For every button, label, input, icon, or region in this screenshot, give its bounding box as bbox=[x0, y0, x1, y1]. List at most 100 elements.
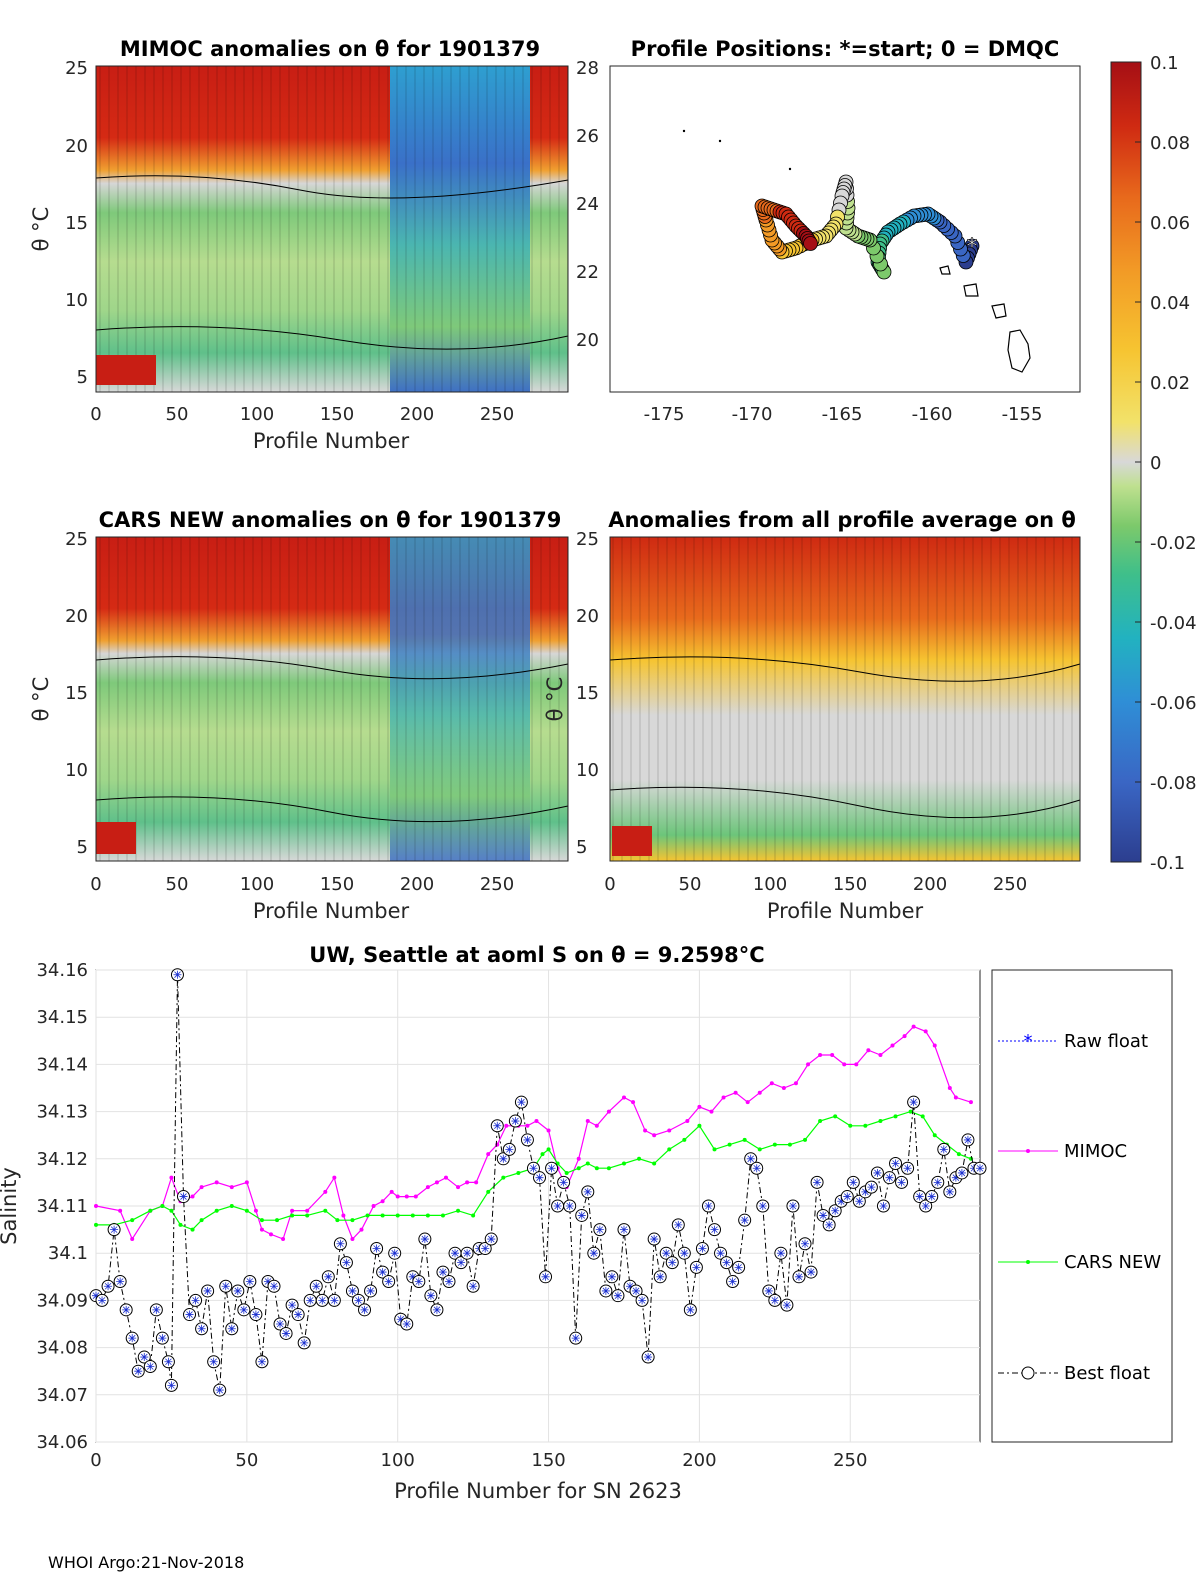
y-tick-label: 20 bbox=[65, 606, 88, 627]
series-point bbox=[769, 1081, 774, 1086]
y-tick-label: 34.16 bbox=[36, 960, 88, 981]
raw-float-point bbox=[613, 1291, 622, 1300]
raw-float-point bbox=[891, 1159, 900, 1168]
salinity-chart: UW, Seattle at aoml S on θ = 9.2598°C 0 5… bbox=[0, 943, 1173, 1503]
raw-float-point bbox=[414, 1277, 423, 1286]
series-point bbox=[413, 1194, 418, 1199]
series-point bbox=[504, 1123, 509, 1128]
raw-float-point bbox=[300, 1338, 309, 1347]
raw-float-point bbox=[752, 1164, 761, 1173]
raw-float-point bbox=[909, 1098, 918, 1107]
series-point bbox=[534, 1119, 539, 1124]
raw-float-point bbox=[98, 1296, 107, 1305]
y-axis-label: Salinity bbox=[0, 1167, 21, 1245]
raw-float-point bbox=[227, 1324, 236, 1333]
y-tick-label: 34.15 bbox=[36, 1007, 88, 1028]
series-point bbox=[214, 1180, 219, 1185]
raw-float-point bbox=[167, 1381, 176, 1390]
cars-heatmap-texture bbox=[96, 537, 568, 861]
raw-float-point bbox=[463, 1249, 472, 1258]
raw-float-point bbox=[517, 1098, 526, 1107]
series-point bbox=[456, 1208, 461, 1213]
raw-float-point bbox=[140, 1353, 149, 1362]
series-line bbox=[96, 1110, 972, 1231]
series-point bbox=[652, 1133, 657, 1138]
series-point bbox=[130, 1218, 135, 1223]
raw-float-point bbox=[638, 1296, 647, 1305]
raw-float-point bbox=[263, 1277, 272, 1286]
raw-float-point bbox=[104, 1282, 113, 1291]
series-point bbox=[546, 1128, 551, 1133]
x-tick-label: 50 bbox=[235, 1450, 258, 1471]
raw-float-point bbox=[698, 1244, 707, 1253]
raw-float-point bbox=[378, 1268, 387, 1277]
raw-float-point bbox=[469, 1282, 478, 1291]
series-point bbox=[118, 1208, 123, 1213]
series-point bbox=[606, 1166, 611, 1171]
raw-float-point bbox=[589, 1249, 598, 1258]
x-tick-label: 200 bbox=[400, 404, 434, 425]
raw-float-point bbox=[426, 1291, 435, 1300]
series-line bbox=[95, 1025, 972, 1241]
series-point bbox=[290, 1208, 295, 1213]
series-point bbox=[130, 1237, 135, 1242]
raw-float-point bbox=[209, 1357, 218, 1366]
x-tick-label: 250 bbox=[480, 404, 514, 425]
y-tick-label: 22 bbox=[576, 262, 599, 283]
raw-float-point bbox=[330, 1296, 339, 1305]
series-point bbox=[350, 1218, 355, 1223]
colorbar-tick-label: -0.08 bbox=[1150, 773, 1197, 794]
series-point bbox=[305, 1213, 310, 1218]
series-point bbox=[305, 1208, 310, 1213]
series-point bbox=[440, 1213, 445, 1218]
series-point bbox=[742, 1137, 747, 1142]
raw-float-point bbox=[716, 1249, 725, 1258]
series-point bbox=[199, 1185, 204, 1190]
series-point bbox=[389, 1189, 394, 1194]
raw-float-point bbox=[110, 1225, 119, 1234]
raw-float-point bbox=[758, 1202, 767, 1210]
x-tick-label: 150 bbox=[833, 874, 867, 895]
raw-float-point bbox=[650, 1235, 659, 1244]
series-point bbox=[893, 1114, 898, 1119]
raw-float-point bbox=[915, 1192, 924, 1201]
x-tick-label: 100 bbox=[753, 874, 787, 895]
mimoc-frame bbox=[95, 65, 569, 393]
series-point bbox=[953, 1095, 958, 1100]
mimoc-contour bbox=[95, 326, 569, 350]
raw-float-point bbox=[348, 1286, 357, 1295]
y-tick-label: 34.11 bbox=[36, 1196, 88, 1217]
start-marker-icon: * bbox=[967, 235, 978, 260]
legend: * Raw float MIMOC CARS NEW Best float bbox=[991, 969, 1173, 1443]
raw-float-point bbox=[794, 1272, 803, 1281]
series-point bbox=[712, 1147, 717, 1152]
series-point bbox=[697, 1123, 702, 1128]
raw-float-point bbox=[855, 1197, 864, 1206]
series-point bbox=[380, 1199, 385, 1204]
raw-float-point bbox=[173, 970, 182, 979]
series-point bbox=[474, 1180, 479, 1185]
y-tick-label: 34.09 bbox=[36, 1290, 88, 1311]
raw-float-point bbox=[656, 1272, 665, 1281]
x-tick-label: 250 bbox=[480, 874, 514, 895]
series-point bbox=[525, 1123, 530, 1128]
raw-float-point bbox=[233, 1286, 242, 1295]
series-point bbox=[486, 1189, 491, 1194]
series-point bbox=[733, 1090, 738, 1095]
raw-float-point bbox=[674, 1220, 683, 1229]
raw-float-point bbox=[813, 1178, 822, 1187]
raw-float-point bbox=[662, 1249, 671, 1258]
raw-float-point bbox=[565, 1202, 574, 1210]
series-point bbox=[395, 1194, 400, 1199]
series-point bbox=[443, 1175, 448, 1180]
y-tick-label: 15 bbox=[65, 683, 88, 704]
cars-y-label: θ °C bbox=[29, 677, 53, 722]
positions-title: Profile Positions: *=start; 0 = DMQC bbox=[631, 37, 1060, 61]
y-tick-label: 10 bbox=[65, 760, 88, 781]
series-point bbox=[323, 1208, 328, 1213]
series-point bbox=[564, 1170, 569, 1175]
series-point bbox=[818, 1119, 823, 1124]
colorbar-tick-label: 0.08 bbox=[1150, 133, 1190, 154]
raw-float-point bbox=[939, 1145, 948, 1154]
series-point bbox=[621, 1161, 626, 1166]
